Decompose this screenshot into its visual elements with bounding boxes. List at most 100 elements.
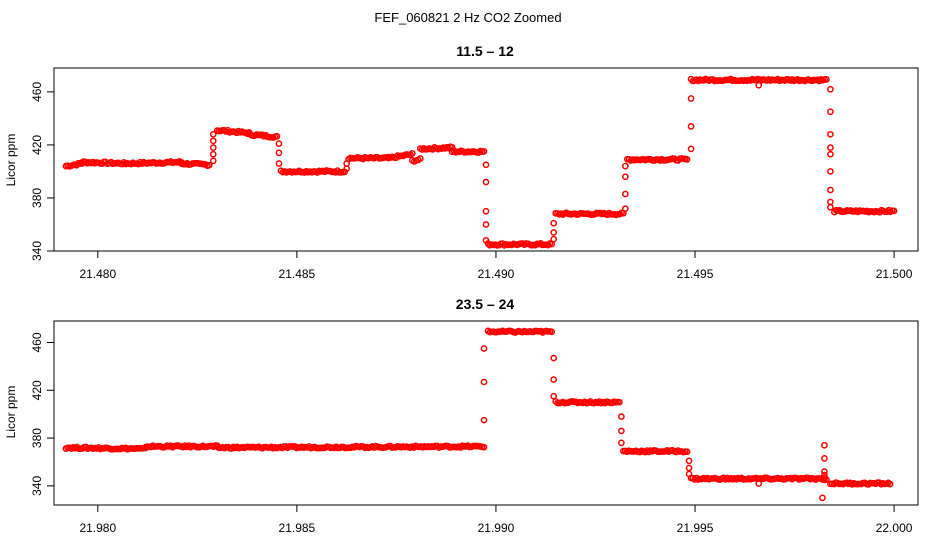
- panel-top-x-tick-label: 21.495: [677, 267, 714, 281]
- data-point: [827, 203, 834, 211]
- panel-top-title: 11.5 – 12: [456, 43, 514, 59]
- data-point: [886, 480, 894, 488]
- data-point: [683, 448, 691, 456]
- data-point: [622, 190, 629, 198]
- data-point: [890, 207, 898, 215]
- data-point: [618, 439, 625, 447]
- data-point: [827, 85, 834, 93]
- data-point: [755, 81, 763, 89]
- panel-bottom-x-tick-label: 21.990: [478, 521, 515, 535]
- panel-bottom-x-tick-label: 22.000: [876, 521, 913, 535]
- data-point: [408, 150, 416, 157]
- data-point: [821, 468, 828, 475]
- data-point: [827, 108, 834, 116]
- panel-top-y-tick-label: 460: [30, 82, 44, 102]
- data-point: [480, 345, 488, 352]
- panel-bottom: 23.5 – 24 Licor ppm 21.980 21.985 21.990 21…: [4, 296, 919, 535]
- panel-bottom-x-tick-label: 21.980: [79, 521, 116, 535]
- data-point: [685, 457, 693, 465]
- data-point: [482, 161, 490, 169]
- data-point: [480, 416, 488, 424]
- panel-bottom-y-tick-label: 380: [30, 428, 44, 448]
- data-point: [209, 137, 217, 145]
- data-point: [827, 168, 834, 175]
- data-point: [827, 198, 834, 206]
- data-point: [209, 130, 217, 138]
- data-point: [687, 145, 695, 153]
- data-point: [275, 140, 283, 147]
- data-point: [687, 95, 695, 102]
- figure-suptitle: FEF_060821 2 Hz CO2 Zoomed: [374, 10, 561, 25]
- panel-top-plot-frame: [53, 67, 919, 252]
- data-point: [821, 455, 828, 462]
- panel-top-points: [62, 75, 898, 249]
- data-point: [827, 150, 834, 158]
- data-point: [482, 237, 490, 244]
- data-point: [480, 378, 488, 386]
- data-point: [480, 148, 488, 155]
- data-point: [550, 229, 558, 236]
- panel-top: 11.5 – 12 Licor ppm 21.480 21.485 21.490 21…: [4, 43, 919, 281]
- panel-top-ylabel: Licor ppm: [4, 134, 18, 187]
- data-point: [209, 150, 217, 158]
- data-point: [550, 392, 558, 400]
- panel-top-x-tick-label: 21.490: [478, 267, 515, 281]
- data-point: [550, 376, 558, 383]
- data-point: [480, 443, 488, 451]
- data-point: [827, 144, 834, 151]
- data-point: [482, 207, 490, 215]
- panel-bottom-y-tick-label: 340: [30, 476, 44, 496]
- data-point: [687, 123, 695, 130]
- panel-bottom-y-tick-label: 420: [30, 380, 44, 400]
- data-point: [209, 144, 217, 151]
- data-point: [550, 354, 558, 362]
- data-point: [482, 221, 490, 228]
- panel-top-y-axis: 340 380 420 460: [30, 82, 54, 261]
- panel-top-y-tick-label: 380: [30, 188, 44, 208]
- panel-bottom-x-tick-label: 21.995: [677, 521, 714, 535]
- panel-bottom-points: [62, 327, 894, 502]
- data-point: [416, 155, 424, 162]
- panel-bottom-ylabel: Licor ppm: [4, 386, 18, 439]
- data-point: [827, 186, 834, 194]
- data-point: [550, 235, 558, 243]
- data-point: [622, 173, 629, 181]
- panel-top-x-tick-label: 21.485: [279, 267, 316, 281]
- data-point: [755, 480, 763, 487]
- data-point: [273, 132, 281, 140]
- data-point: [683, 156, 691, 163]
- data-point: [548, 328, 556, 336]
- panel-bottom-x-tick-label: 21.985: [279, 521, 316, 535]
- panel-top-y-tick-label: 340: [30, 241, 44, 261]
- data-point: [616, 398, 623, 406]
- panel-bottom-title: 23.5 – 24: [456, 296, 515, 312]
- data-point: [275, 149, 283, 157]
- data-point: [685, 464, 693, 472]
- data-point: [685, 470, 693, 478]
- data-point: [550, 219, 558, 227]
- data-point: [618, 413, 625, 420]
- data-point: [205, 161, 213, 169]
- data-point: [819, 494, 826, 502]
- panel-top-y-tick-label: 420: [30, 135, 44, 155]
- panel-bottom-plot-frame: [53, 320, 919, 506]
- data-point: [618, 427, 625, 435]
- data-point: [827, 130, 834, 138]
- data-point: [821, 476, 828, 484]
- data-point: [209, 157, 217, 165]
- panel-bottom-y-axis: 340 380 420 460: [30, 332, 54, 496]
- panel-top-x-tick-label: 21.500: [876, 267, 913, 281]
- panel-top-x-tick-label: 21.480: [79, 267, 116, 281]
- data-point: [343, 160, 350, 167]
- panel-top-x-axis: 21.480 21.485 21.490 21.495 21.500: [79, 251, 913, 281]
- data-point: [622, 162, 629, 170]
- panel-bottom-x-axis: 21.980 21.985 21.990 21.995 22.000: [79, 505, 913, 535]
- data-point: [275, 160, 283, 167]
- data-point: [482, 178, 490, 186]
- data-point: [821, 441, 828, 449]
- data-point: [622, 205, 629, 212]
- data-point: [823, 76, 830, 83]
- panel-bottom-y-tick-label: 460: [30, 332, 44, 352]
